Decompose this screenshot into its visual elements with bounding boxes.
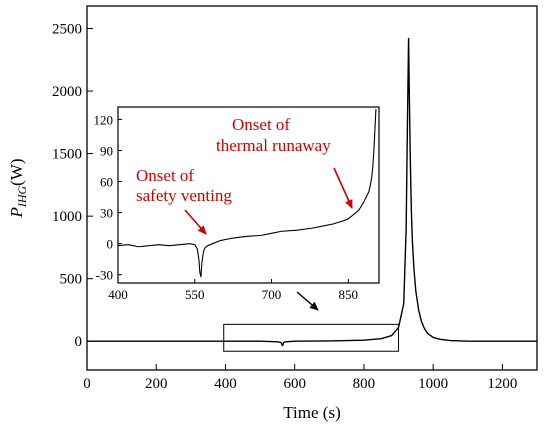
main-x-tick-label: 0 xyxy=(83,376,91,392)
annotation-runaway-line2: thermal runaway xyxy=(216,136,331,155)
main-x-tick-label: 1200 xyxy=(487,376,517,392)
main-x-tick-label: 200 xyxy=(145,376,168,392)
annotation-venting-line2: safety venting xyxy=(136,186,232,205)
inset-y-tick-label: 30 xyxy=(100,206,113,221)
main-x-tick-label: 800 xyxy=(353,376,376,392)
inset-x-tick-label: 400 xyxy=(108,287,128,302)
main-y-tick-label: 500 xyxy=(60,272,83,288)
inset-y-tick-label: 120 xyxy=(94,112,114,127)
inset-ticks: 400 550 700 850 -30 0 30 60 90 120 xyxy=(94,112,359,302)
main-y-tick-label: 1500 xyxy=(52,147,82,163)
inset-y-tick-label: 60 xyxy=(100,175,113,190)
y-label-main: P xyxy=(7,207,26,218)
inset-plot-frame xyxy=(117,106,380,284)
main-y-tick-label: 2500 xyxy=(52,22,82,38)
main-x-tick-label: 600 xyxy=(283,376,306,392)
annotation-venting-line1: Onset of xyxy=(136,166,194,185)
inset-x-tick-label: 550 xyxy=(185,287,205,302)
annotation-runaway-line1: Onset of xyxy=(232,115,290,134)
main-series-line xyxy=(87,37,537,347)
main-y-tick-label: 1000 xyxy=(52,209,82,225)
inset-series-line xyxy=(117,109,377,278)
inset-source-box xyxy=(223,323,400,352)
venting-arrow xyxy=(184,209,207,235)
main-y-tick-label: 0 xyxy=(75,334,83,350)
inset-x-tick-label: 850 xyxy=(339,287,359,302)
main-series xyxy=(87,37,537,347)
y-axis-label: PIHG(W) xyxy=(7,158,29,218)
main-x-tick-label: 400 xyxy=(214,376,237,392)
inset-y-tick-label: -30 xyxy=(96,268,113,283)
svg-text:PIHG(W): PIHG(W) xyxy=(7,158,29,218)
main-plot-frame xyxy=(86,5,538,371)
main-ticks: 0 200 400 600 800 1000 12000500100015002000250… xyxy=(52,22,517,392)
inset-x-tick-label: 700 xyxy=(262,287,282,302)
y-label-unit: (W) xyxy=(7,158,26,185)
inset-y-tick-label: 90 xyxy=(100,143,113,158)
x-axis-label: Time (s) xyxy=(283,403,340,422)
y-label-sub: IHG xyxy=(15,185,29,208)
runaway-arrow xyxy=(333,167,353,209)
main-y-tick-label: 2000 xyxy=(52,84,82,100)
inset-series xyxy=(117,109,377,278)
zoom-arrow xyxy=(296,291,319,311)
inset-y-tick-label: 0 xyxy=(107,237,114,252)
main-x-tick-label: 1000 xyxy=(418,376,448,392)
